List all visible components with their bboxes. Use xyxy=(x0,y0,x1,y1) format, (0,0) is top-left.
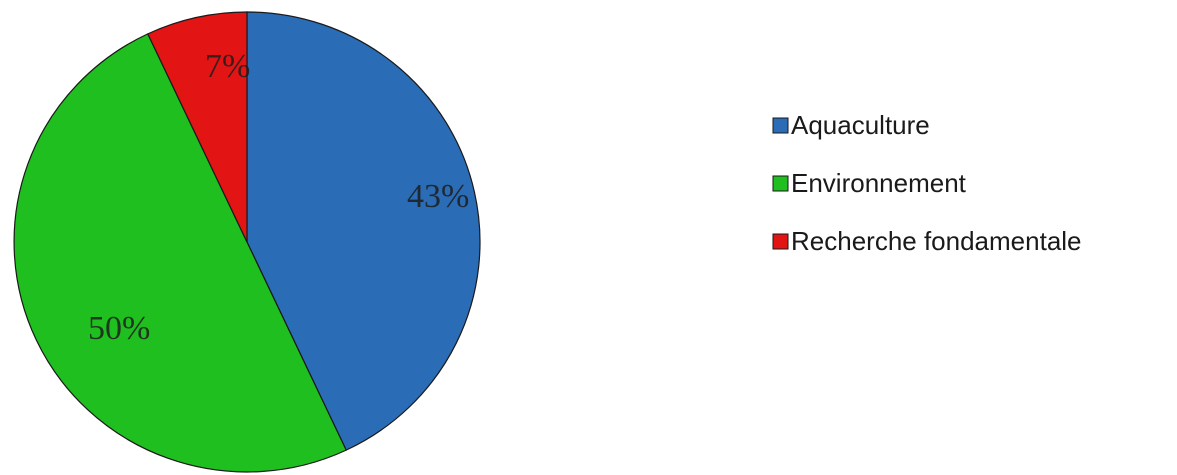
data-label-aquaculture: 43% xyxy=(407,178,469,215)
pie-slice-aquaculture xyxy=(246,11,481,451)
pie-data-labels: 43% 50% 7% xyxy=(88,48,469,347)
legend-swatch-environnement xyxy=(772,175,789,192)
pie-slices xyxy=(13,11,481,473)
data-label-recherche-fondamentale: 7% xyxy=(205,48,250,85)
legend-label-environnement: Environnement xyxy=(791,168,967,198)
pie-slice-environnement xyxy=(13,33,348,473)
legend-swatch-recherche-fondamentale xyxy=(772,233,789,250)
legend-swatch-aquaculture xyxy=(772,117,789,134)
data-label-environnement: 50% xyxy=(88,310,150,347)
pie-slice-recherche-fondamentale xyxy=(146,11,248,243)
legend-label-recherche-fondamentale: Recherche fondamentale xyxy=(791,226,1082,256)
legend-label-aquaculture: Aquaculture xyxy=(791,110,930,140)
legend: Aquaculture Environnement Recherche fondam… xyxy=(772,110,1082,256)
